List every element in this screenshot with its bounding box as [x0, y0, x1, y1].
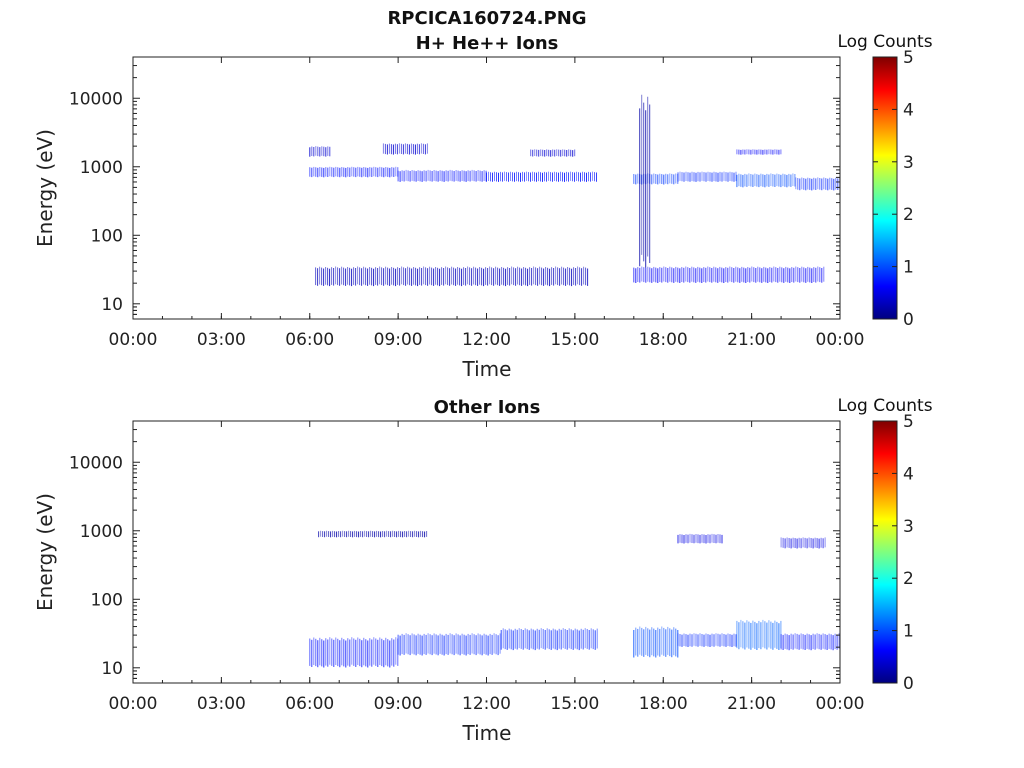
y-tick-label: 1000	[80, 158, 123, 178]
y-tick-label: 10000	[69, 89, 123, 109]
colorbar-tick-label: 1	[903, 258, 914, 278]
x-tick-label: 12:00	[462, 330, 511, 350]
colorbar-2: Log Counts 0 1 2 3 4 5	[837, 396, 932, 694]
data-band	[315, 266, 589, 287]
panel-1-data	[309, 94, 841, 287]
x-tick-label: 21:00	[727, 694, 776, 714]
x-tick-label: 09:00	[374, 330, 423, 350]
x-tick-label: 18:00	[639, 694, 688, 714]
colorbar-tick-label: 5	[903, 48, 914, 68]
colorbar-tick-label: 4	[903, 100, 914, 120]
data-band	[633, 173, 679, 185]
data-band	[780, 537, 826, 549]
panel-2-data	[309, 530, 840, 668]
x-tick-label: 00:00	[816, 330, 865, 350]
x-tick-label: 00:00	[109, 694, 158, 714]
y-tick-label: 10	[101, 295, 123, 315]
figure-title: RPCICA160724.PNG	[387, 8, 586, 29]
panel-2-ylabel: Energy (eV)	[33, 493, 57, 611]
data-band	[309, 166, 399, 178]
panel-1-title: H+ He++ Ions	[416, 33, 559, 54]
y-tick-label: 100	[91, 226, 123, 246]
x-tick-label: 21:00	[727, 330, 776, 350]
data-band	[318, 530, 428, 538]
data-band	[639, 94, 651, 268]
colorbar-1-label: Log Counts	[837, 32, 932, 52]
data-band	[382, 143, 428, 155]
y-tick-label: 1000	[80, 522, 123, 542]
panel-1-ylabel: Energy (eV)	[33, 129, 57, 247]
panel-2-xlabel: Time	[462, 721, 512, 745]
colorbar-2-bar	[872, 420, 898, 684]
data-band	[677, 171, 737, 182]
colorbar-tick-label: 0	[903, 674, 914, 694]
panel-1: H+ He++ Ions 00:00 03:00 06:00 09:00 12:00 15…	[33, 33, 865, 381]
panel-1-axes: 00:00 03:00 06:00 09:00 12:00 15:00 18:00 21:00…	[69, 56, 865, 350]
data-band	[677, 633, 737, 647]
x-tick-label: 00:00	[816, 694, 865, 714]
colorbar-tick-label: 0	[903, 310, 914, 330]
panel-1-xlabel: Time	[462, 357, 512, 381]
data-band	[530, 149, 576, 157]
data-band	[780, 633, 840, 651]
x-tick-label: 03:00	[197, 330, 246, 350]
colorbar-1-bar	[872, 56, 898, 320]
data-band	[633, 626, 679, 658]
data-band	[677, 533, 723, 544]
data-band	[397, 169, 487, 182]
data-band	[633, 266, 825, 283]
colorbar-tick-label: 3	[903, 517, 914, 537]
data-band	[309, 146, 331, 157]
data-band	[309, 637, 399, 668]
colorbar-2-label: Log Counts	[837, 396, 932, 416]
x-tick-label: 15:00	[550, 330, 599, 350]
colorbar-tick-label: 2	[903, 569, 914, 589]
x-tick-label: 00:00	[109, 330, 158, 350]
data-band	[397, 633, 501, 656]
x-tick-label: 15:00	[550, 694, 599, 714]
x-tick-label: 18:00	[639, 330, 688, 350]
colorbar-tick-label: 2	[903, 205, 914, 225]
colorbar-tick-label: 1	[903, 622, 914, 642]
colorbar-tick-label: 4	[903, 464, 914, 484]
data-band	[736, 619, 782, 650]
data-band	[795, 177, 841, 191]
x-tick-label: 06:00	[285, 694, 334, 714]
data-band	[486, 171, 597, 182]
panel-2: Other Ions 00:00 03:00 06:00 09:00 12:00 15:0…	[33, 397, 865, 745]
colorbar-tick-label: 3	[903, 153, 914, 173]
x-tick-label: 06:00	[285, 330, 334, 350]
data-band	[736, 149, 782, 155]
y-tick-label: 10	[101, 659, 123, 679]
x-tick-label: 03:00	[197, 694, 246, 714]
data-band	[500, 628, 598, 651]
panel-2-axes: 00:00 03:00 06:00 09:00 12:00 15:00 18:00 21:00…	[69, 420, 865, 714]
y-tick-label: 10000	[69, 453, 123, 473]
colorbar-1: Log Counts 0 1 2 3 4 5	[837, 32, 932, 330]
x-tick-label: 12:00	[462, 694, 511, 714]
x-tick-label: 09:00	[374, 694, 423, 714]
y-tick-label: 100	[91, 590, 123, 610]
colorbar-tick-label: 5	[903, 412, 914, 432]
data-band	[736, 173, 796, 188]
panel-2-title: Other Ions	[434, 397, 541, 418]
